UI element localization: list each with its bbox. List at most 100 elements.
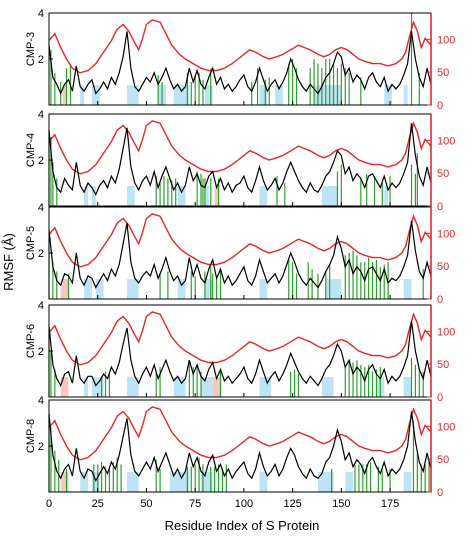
panel-cmp-8: 2 4 0 50 100 CMP-8 bbox=[25, 395, 455, 499]
right-tick-label: 100 bbox=[437, 135, 455, 147]
blue-band bbox=[321, 377, 334, 397]
pink-band bbox=[62, 85, 67, 105]
blue-band bbox=[204, 279, 213, 299]
pink-band bbox=[212, 377, 221, 397]
blue-band bbox=[384, 85, 393, 105]
red-series-line bbox=[48, 19, 432, 74]
blue-band bbox=[91, 186, 96, 206]
blue-band bbox=[177, 186, 186, 206]
blue-band bbox=[384, 186, 389, 206]
red-series-line bbox=[48, 311, 432, 366]
blue-band bbox=[84, 186, 88, 206]
right-tick-label: 100 bbox=[437, 34, 455, 46]
red-series-line bbox=[48, 213, 432, 268]
rmsf-series-line bbox=[48, 31, 432, 96]
blue-band bbox=[84, 279, 92, 299]
blue-band bbox=[91, 377, 104, 397]
blue-band bbox=[317, 472, 334, 492]
panel-frame bbox=[48, 304, 432, 398]
x-tick-label: 150 bbox=[332, 498, 350, 510]
red-series-line bbox=[48, 406, 432, 461]
blue-band bbox=[91, 472, 100, 492]
blue-band bbox=[345, 472, 354, 492]
left-tick-label: 2 bbox=[38, 248, 44, 260]
right-tick-label: 100 bbox=[437, 421, 455, 433]
right-tick-label: 0 bbox=[437, 294, 443, 306]
blue-band bbox=[403, 85, 408, 105]
blue-band bbox=[201, 377, 213, 397]
y-axis-label: RMSF (Å) bbox=[1, 233, 16, 291]
blue-band bbox=[201, 472, 213, 492]
blue-band bbox=[169, 472, 190, 492]
panel-label: CMP-5 bbox=[25, 226, 37, 260]
blue-band bbox=[259, 85, 268, 105]
x-tick-label: 50 bbox=[140, 498, 152, 510]
x-tick-label: 0 bbox=[46, 498, 52, 510]
panel-frame bbox=[48, 206, 432, 300]
panels-group: 24050100CMP-324050100CMP-424050100CMP-52… bbox=[25, 8, 455, 499]
blue-band bbox=[403, 279, 412, 299]
x-tick-label: 75 bbox=[189, 498, 201, 510]
blue-band bbox=[259, 377, 272, 397]
right-tick-label: 50 bbox=[437, 168, 449, 180]
panel-cmp-6: 2 4 0 50 100 CMP-6 bbox=[25, 300, 455, 404]
right-tick-label: 0 bbox=[437, 392, 443, 404]
blue-band bbox=[321, 186, 338, 206]
blue-band bbox=[259, 186, 268, 206]
blue-band bbox=[259, 472, 268, 492]
left-tick-label: 2 bbox=[38, 346, 44, 358]
blue-band bbox=[80, 472, 88, 492]
blue-band bbox=[275, 85, 283, 105]
panel-cmp-3: 2 4 0 50 100 CMP-3 bbox=[25, 8, 455, 112]
pink-band bbox=[60, 279, 69, 299]
blue-band bbox=[314, 85, 342, 105]
right-tick-label: 0 bbox=[437, 100, 443, 112]
blue-band bbox=[80, 85, 85, 105]
right-tick-label: 100 bbox=[437, 228, 455, 240]
panel-label: CMP-6 bbox=[25, 324, 37, 358]
rmsf-series-line bbox=[48, 411, 432, 482]
blue-band bbox=[126, 186, 135, 206]
panel-cmp-5: 2 4 0 50 100 CMP-5 bbox=[25, 202, 455, 306]
right-tick-label: 50 bbox=[437, 454, 449, 466]
x-tick-label: 25 bbox=[92, 498, 104, 510]
right-tick-label: 100 bbox=[437, 326, 455, 338]
pink-band bbox=[214, 186, 219, 206]
left-tick-label: 4 bbox=[38, 395, 44, 407]
pink-band bbox=[60, 377, 69, 397]
left-tick-label: 2 bbox=[38, 54, 44, 66]
right-tick-label: 0 bbox=[437, 487, 443, 499]
blue-band bbox=[259, 279, 268, 299]
blue-band bbox=[173, 85, 190, 105]
left-tick-label: 4 bbox=[38, 300, 44, 312]
blue-band bbox=[84, 377, 88, 397]
rmsf-series-line bbox=[48, 123, 432, 196]
x-axis-ticks: 0 25 50 75 100 125 150 175 bbox=[46, 498, 399, 510]
left-tick-label: 4 bbox=[38, 202, 44, 214]
blue-band bbox=[204, 85, 213, 105]
blue-band bbox=[173, 377, 186, 397]
left-tick-label: 4 bbox=[38, 8, 44, 20]
x-tick-label: 100 bbox=[235, 498, 253, 510]
right-tick-label: 50 bbox=[437, 67, 449, 79]
blue-band bbox=[126, 472, 139, 492]
pink-band bbox=[60, 472, 69, 492]
x-tick-label: 125 bbox=[283, 498, 301, 510]
blue-band bbox=[403, 377, 412, 397]
red-series-line bbox=[48, 120, 432, 175]
blue-band bbox=[95, 279, 104, 299]
panel-frame bbox=[48, 113, 432, 207]
blue-band bbox=[204, 186, 209, 206]
left-tick-label: 2 bbox=[38, 155, 44, 167]
x-tick-label: 175 bbox=[381, 498, 399, 510]
blue-band bbox=[325, 279, 342, 299]
panel-frame bbox=[48, 399, 432, 493]
blue-band bbox=[91, 85, 100, 105]
right-tick-label: 50 bbox=[437, 359, 449, 371]
right-tick-label: 50 bbox=[437, 261, 449, 273]
left-tick-label: 2 bbox=[38, 441, 44, 453]
rmsf-series-line bbox=[48, 321, 432, 387]
x-axis-label: Residue Index of S Protein bbox=[165, 518, 320, 533]
panel-label: CMP-8 bbox=[25, 419, 37, 453]
